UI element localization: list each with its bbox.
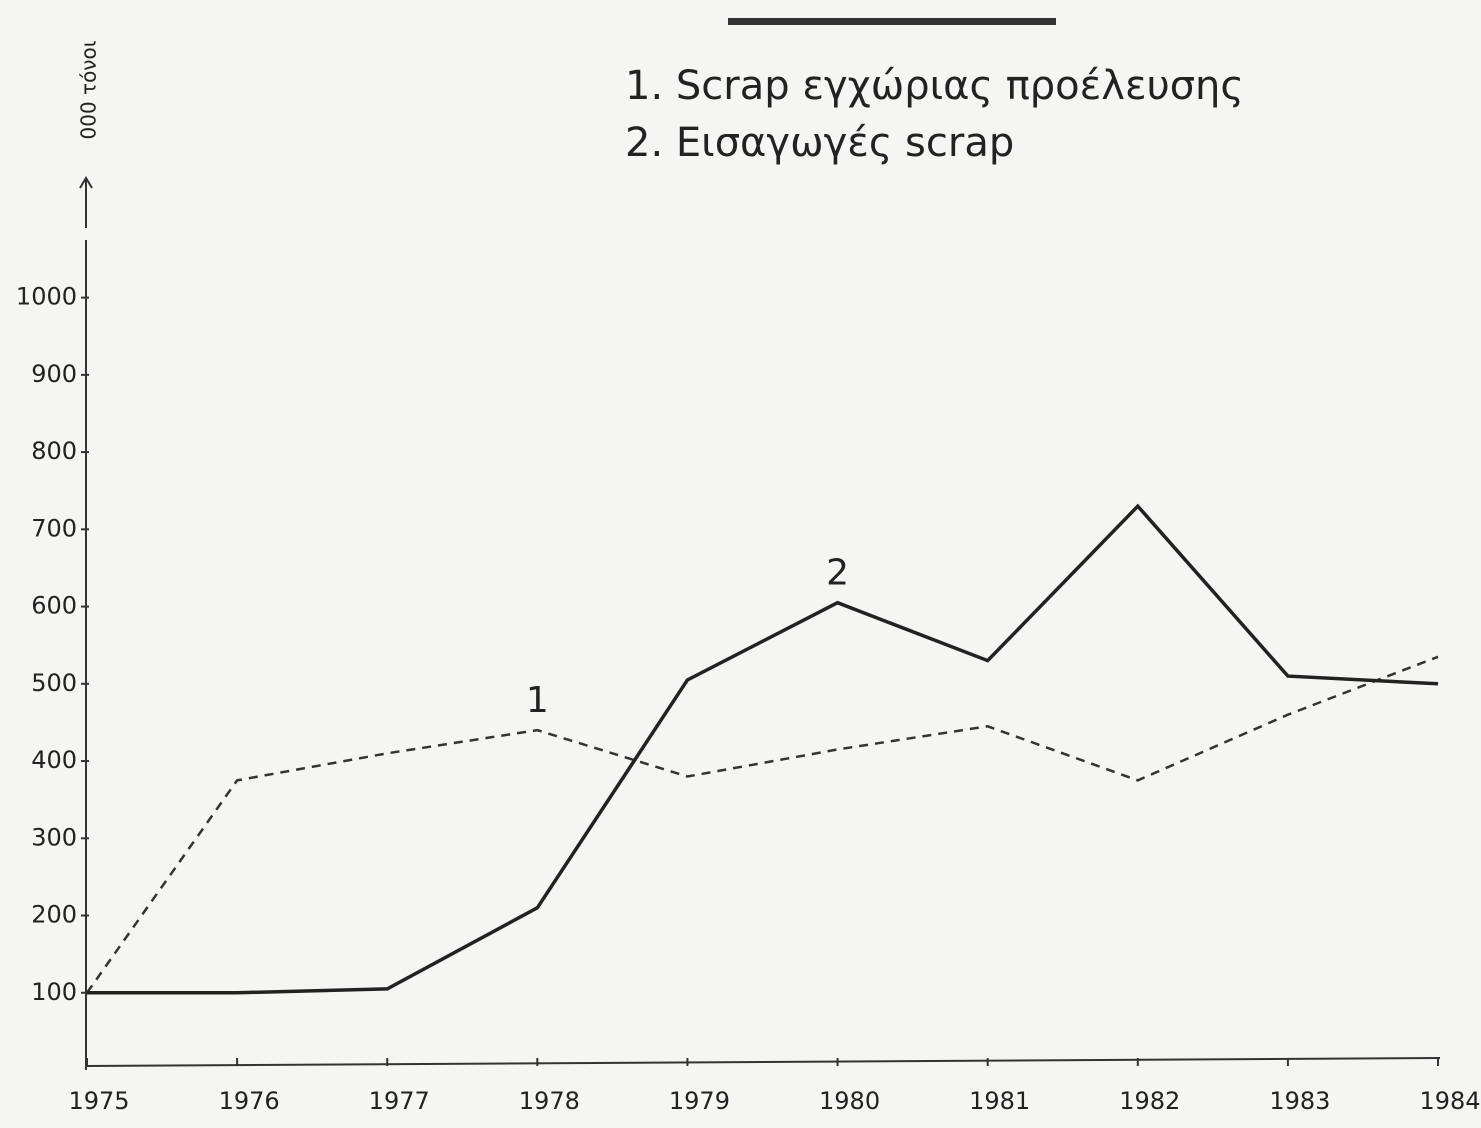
y-label-arrow-head [79,176,93,189]
line [85,655,1439,994]
x-tick-label: 1982 [1119,1087,1180,1115]
legend-entry: 2. Εισαγωγές scrap [625,120,1014,166]
y-tick-label: 900 [31,360,77,388]
x-axis [85,1057,1441,1067]
x-tick-label: 1980 [819,1087,880,1115]
y-tick-label: 700 [31,514,77,542]
x-tick-label: 1979 [669,1087,730,1115]
x-tick-label: 1984 [1419,1087,1480,1115]
line [87,503,1439,995]
x-tick-label: 1976 [219,1087,280,1115]
x-tick-label: 1983 [1269,1087,1330,1115]
x-tick-label: 1978 [519,1087,580,1115]
y-axis-label: 000 τόνοι [77,40,101,139]
line-label: 1 [526,680,549,721]
y-tick-label: 300 [31,823,77,851]
y-tick-label: 800 [31,437,77,465]
y-tick-label: 600 [31,592,77,620]
legend-entry: 1. Scrap εγχώριας προέλευσης [625,63,1244,109]
y-tick-label: 100 [31,978,77,1006]
x-tick-label: 1977 [369,1087,430,1115]
y-tick-label: 1000 [16,283,77,311]
x-tick-label: 1981 [969,1087,1030,1115]
x-tick-label: 1975 [68,1087,129,1115]
title-underline [728,18,1056,25]
y-tick-label: 500 [31,669,77,697]
line-label: 2 [826,553,849,594]
y-tick-label: 400 [31,746,77,774]
y-tick-label: 200 [31,901,77,929]
